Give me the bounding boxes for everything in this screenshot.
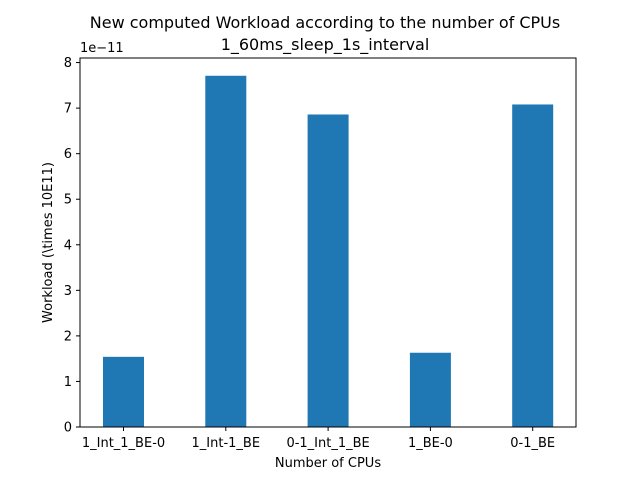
x-tick-label-4: 0-1_BE (510, 436, 555, 451)
y-axis-offset-text: 1e−11 (80, 41, 124, 56)
x-tick-label-1: 1_Int-1_BE (192, 436, 261, 451)
chart-title-line-2: 1_60ms_sleep_1s_interval (221, 35, 430, 55)
bar-0 (103, 356, 144, 427)
bar-4 (512, 104, 554, 427)
x-axis-label: Number of CPUs (275, 456, 381, 471)
x-tick-label-2: 0-1_Int_1_BE (286, 436, 369, 451)
y-tick-label-3: 3 (64, 284, 72, 299)
x-ticks-group: 1_Int_1_BE-0 1_Int-1_BE 0-1_Int_1_BE 1_BE-0… (82, 427, 555, 451)
bar-3 (409, 352, 451, 427)
y-tick-label-0: 0 (64, 421, 72, 436)
plot-frame (79, 57, 577, 428)
y-tick-label-7: 7 (64, 102, 72, 117)
y-tick-label-5: 5 (64, 193, 72, 208)
x-tick-label-0: 1_Int_1_BE-0 (82, 436, 165, 451)
bar-1 (205, 75, 247, 428)
x-tick-label-3: 1_BE-0 (408, 436, 453, 451)
y-tick-label-6: 6 (64, 147, 72, 162)
y-axis-label: Workload (\times 10E11) (41, 162, 56, 323)
bar-2 (307, 114, 349, 428)
y-tick-label-4: 4 (64, 238, 72, 253)
y-tick-label-1: 1 (64, 375, 72, 390)
y-tick-label-8: 8 (64, 56, 72, 71)
y-tick-label-2: 2 (64, 329, 72, 344)
y-ticks-group: 0 1 2 3 4 5 6 7 8 (64, 56, 80, 436)
bars-group (103, 75, 554, 428)
chart-title-line-1: New computed Workload according to the n… (90, 13, 560, 32)
